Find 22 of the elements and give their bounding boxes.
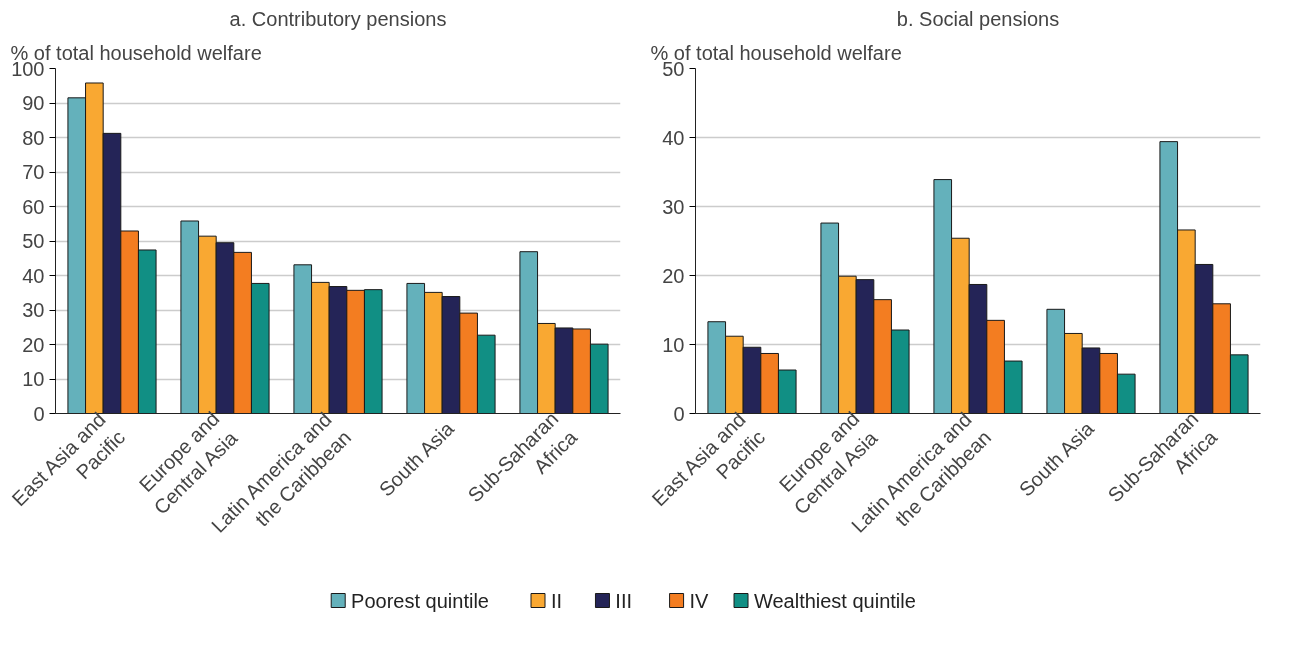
- y-tick-label: 30: [22, 299, 45, 321]
- y-tick-label: 10: [662, 333, 685, 356]
- legend-label: IV: [689, 589, 710, 612]
- y-tick-label: 40: [22, 264, 45, 287]
- y-tick-label: 10: [22, 368, 45, 390]
- y-tick-label: 60: [22, 195, 45, 218]
- y-tick-label: 20: [662, 264, 685, 287]
- legend-label: III: [615, 589, 633, 612]
- chart-title: a. Contributory pensions: [229, 7, 447, 30]
- legend-label: II: [550, 589, 563, 612]
- y-tick-label: 0: [33, 402, 45, 425]
- y-tick-label: 80: [22, 126, 45, 149]
- y-tick-label: 40: [662, 126, 685, 149]
- legend-label: Wealthiest quintile: [753, 589, 916, 612]
- y-tick-label: 30: [662, 195, 685, 218]
- y-tick-label: 20: [22, 333, 45, 356]
- legend-label: Poorest quintile: [351, 589, 489, 612]
- y-tick-label: 90: [22, 92, 45, 114]
- chart-title: b. Social pensions: [896, 7, 1060, 30]
- y-tick-label: 50: [22, 230, 45, 252]
- y-tick-label: 70: [22, 161, 45, 183]
- y-tick-label: 0: [673, 402, 685, 425]
